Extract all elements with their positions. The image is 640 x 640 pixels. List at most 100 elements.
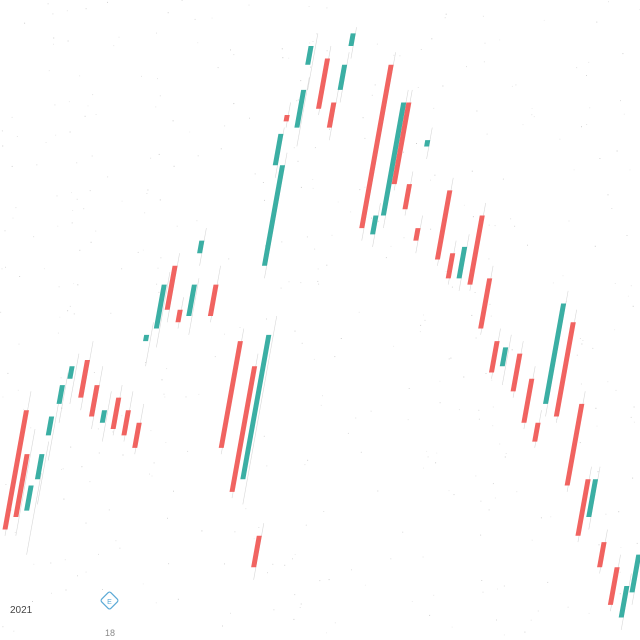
candle-wick — [37, 441, 50, 505]
noise-speck — [312, 187, 314, 189]
noise-speck — [98, 553, 99, 555]
noise-speck — [430, 179, 431, 181]
candle-body-down — [488, 341, 500, 373]
candle-body-up — [34, 454, 45, 480]
candle-body-up — [348, 33, 356, 46]
noise-speck — [463, 376, 465, 378]
noise-speck — [314, 147, 316, 149]
noise-speck — [159, 95, 161, 97]
noise-speck — [322, 395, 323, 397]
candle-body-down — [326, 102, 337, 128]
candle-wick — [296, 77, 310, 147]
noise-speck — [157, 78, 158, 80]
noise-speck — [280, 287, 282, 289]
candle-body-down — [413, 228, 421, 241]
noise-speck — [478, 409, 480, 411]
candle-body-up — [197, 240, 205, 254]
candle-body-up — [370, 215, 379, 235]
noise-speck — [301, 342, 303, 344]
noise-speck — [318, 283, 320, 285]
noise-speck — [198, 393, 200, 395]
noise-speck — [50, 562, 52, 564]
noise-speck — [173, 165, 175, 167]
noise-speck — [32, 601, 33, 602]
noise-speck — [492, 406, 494, 408]
candle-body-down — [359, 64, 394, 229]
noise-speck — [147, 189, 149, 191]
calendar-icon[interactable]: E — [100, 591, 119, 610]
noise-speck — [483, 61, 485, 63]
noise-speck — [328, 579, 330, 581]
noise-speck — [65, 589, 67, 591]
noise-speck — [33, 563, 35, 565]
noise-speck — [494, 225, 496, 227]
noise-speck — [97, 428, 99, 430]
noise-speck — [592, 347, 594, 349]
noise-speck — [234, 531, 236, 533]
noise-speck — [158, 153, 160, 155]
noise-speck — [451, 286, 453, 288]
noise-speck — [516, 491, 518, 493]
noise-speck — [586, 75, 587, 76]
noise-speck — [60, 377, 62, 379]
noise-speck — [347, 432, 349, 434]
noise-speck — [399, 55, 401, 57]
noise-speck — [607, 381, 609, 383]
noise-speck — [304, 464, 306, 466]
noise-speck — [239, 327, 241, 328]
noise-speck — [403, 237, 405, 239]
noise-speck — [393, 54, 395, 56]
noise-speck — [64, 559, 66, 561]
noise-speck — [433, 107, 435, 109]
noise-speck — [30, 427, 32, 429]
noise-speck — [448, 358, 450, 360]
noise-speck — [511, 349, 513, 351]
noise-speck — [224, 333, 225, 335]
candle-body-up — [261, 165, 286, 266]
noise-speck — [310, 66, 311, 68]
noise-speck — [258, 527, 260, 528]
noise-speck — [524, 631, 526, 633]
noise-speck — [485, 373, 487, 374]
noise-speck — [420, 49, 422, 50]
noise-speck — [79, 75, 81, 77]
noise-speck — [420, 324, 422, 326]
noise-speck — [300, 186, 302, 188]
noise-speck — [233, 103, 235, 105]
noise-speck — [316, 33, 318, 35]
noise-speck — [499, 443, 501, 445]
noise-speck — [505, 453, 507, 454]
noise-speck — [471, 170, 473, 172]
noise-speck — [71, 222, 73, 224]
noise-speck — [173, 490, 174, 492]
noise-speck — [615, 389, 617, 391]
noise-speck — [230, 612, 231, 614]
noise-speck — [119, 547, 121, 549]
noise-speck — [95, 114, 97, 115]
noise-speck — [5, 266, 6, 268]
noise-speck — [62, 468, 64, 470]
candle-body-down — [13, 454, 30, 517]
noise-speck — [77, 284, 79, 286]
noise-speck — [121, 415, 123, 417]
noise-speck — [589, 107, 591, 109]
noise-speck — [121, 268, 123, 270]
noise-speck — [360, 451, 362, 453]
noise-speck — [224, 125, 226, 127]
noise-speck — [281, 48, 283, 50]
noise-speck — [576, 67, 578, 69]
noise-speck — [309, 42, 311, 44]
noise-speck — [562, 275, 564, 277]
noise-speck — [547, 581, 549, 583]
noise-speck — [453, 494, 455, 496]
noise-speck — [448, 490, 450, 492]
noise-speck — [385, 257, 387, 259]
candle-wick — [26, 472, 42, 555]
noise-speck — [73, 313, 75, 315]
candle-body-up — [424, 140, 431, 147]
noise-speck — [340, 338, 342, 339]
noise-speck — [108, 509, 110, 511]
noise-speck — [294, 554, 296, 555]
noise-speck — [486, 133, 488, 135]
noise-speck — [33, 236, 35, 238]
